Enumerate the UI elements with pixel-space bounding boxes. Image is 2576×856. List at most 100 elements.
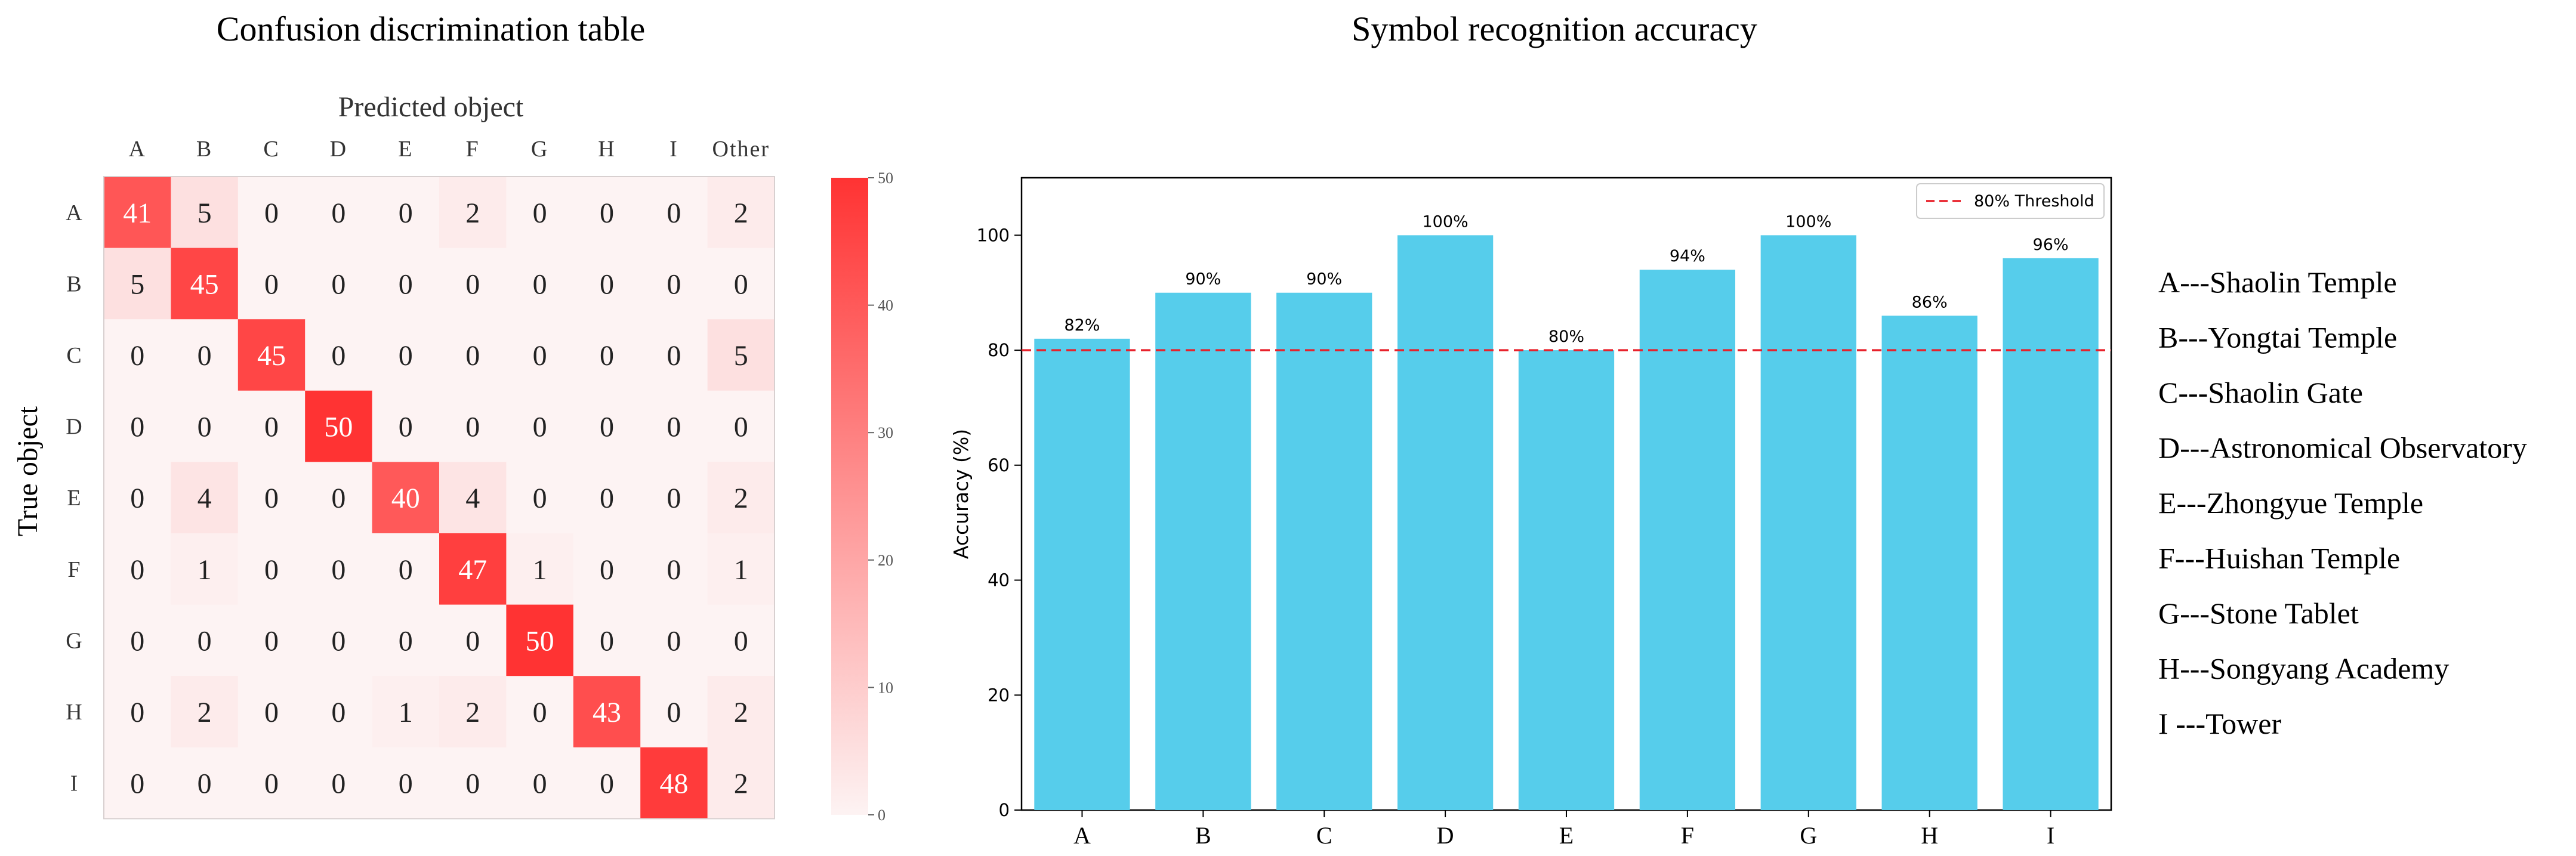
heatmap-cell	[171, 177, 239, 249]
bar-value-label: 100%	[1423, 212, 1469, 231]
key-item: D---Astronomical Observatory	[2158, 431, 2527, 465]
heatmap-y-tick-label: G	[66, 628, 82, 653]
heatmap-cell-label: 0	[667, 554, 681, 586]
heatmap-x-tick-label: D	[330, 137, 347, 162]
heatmap-cell	[573, 177, 641, 249]
heatmap-cell-label: 0	[130, 483, 144, 514]
key-item: A---Shaolin Temple	[2158, 265, 2397, 299]
heatmap-cell-label: 0	[667, 412, 681, 443]
heatmap-cell-label: 0	[667, 483, 681, 514]
heatmap-cell	[305, 604, 373, 676]
heatmap-cell	[640, 177, 708, 249]
heatmap-cell	[171, 747, 239, 819]
heatmap-cell-label: 0	[399, 412, 413, 443]
heatmap-cell	[707, 676, 775, 748]
heatmap-cell	[506, 248, 574, 320]
heatmap-cell-label: 0	[264, 554, 279, 586]
key-item: C---Shaolin Gate	[2158, 376, 2363, 409]
heatmap-cell	[439, 533, 507, 605]
heatmap-cell	[237, 462, 306, 534]
heatmap-cell-label: 2	[734, 697, 748, 728]
heatmap-cell-label: 0	[533, 697, 547, 728]
heatmap-cell	[372, 676, 440, 748]
heatmap-cell	[573, 390, 641, 462]
heatmap-cell	[573, 462, 641, 534]
bar	[1760, 235, 1856, 810]
heatmap-cell	[506, 319, 574, 391]
heatmap-cell-label: 5	[734, 340, 748, 372]
heatmap-cell	[707, 390, 775, 462]
heatmap-cell-label: 0	[465, 340, 480, 372]
bar-x-tick-label: E	[1559, 822, 1574, 849]
heatmap-cell-label: 0	[264, 697, 279, 728]
heatmap-cell	[439, 747, 507, 819]
heatmap-cell	[640, 319, 708, 391]
heatmap-cell-label: 2	[734, 768, 748, 800]
bar	[2003, 258, 2099, 811]
heatmap-cell-label: 0	[130, 412, 144, 443]
heatmap-cell-label: 0	[264, 412, 279, 443]
colorbar-scale	[831, 178, 868, 815]
heatmap-cell	[171, 676, 239, 748]
heatmap-cell-label: 0	[465, 268, 480, 300]
colorbar: 0 10 20 30 40 50	[831, 169, 893, 824]
heatmap-cell-label: 0	[533, 268, 547, 300]
legend-box	[1916, 183, 2105, 219]
heatmap-cell	[506, 604, 574, 676]
heatmap-cell-label: 0	[667, 625, 681, 657]
heatmap-cell-label: 0	[130, 554, 144, 586]
heatmap-cell	[573, 533, 641, 605]
heatmap-y-tick-label: E	[67, 486, 81, 511]
heatmap-cell-label: 0	[264, 625, 279, 657]
heatmap-cell-label: 0	[264, 483, 279, 514]
colorbar-tick-label: 0	[878, 806, 886, 824]
bar-value-label: 100%	[1785, 212, 1831, 231]
heatmap-cell-label: 0	[667, 268, 681, 300]
heatmap-cell	[640, 676, 708, 748]
bar-y-tick-label: 20	[988, 685, 1010, 705]
heatmap-y-tick-label: F	[67, 557, 80, 582]
key-item: E---Zhongyue Temple	[2158, 486, 2423, 520]
heatmap-x-tick-label: I	[670, 137, 678, 162]
heatmap-cell	[707, 747, 775, 819]
heatmap-cell	[104, 177, 171, 249]
heatmap-cell-label: 0	[331, 268, 345, 300]
heatmap-cell-label: 0	[331, 197, 345, 229]
heatmap-cell-label: 0	[600, 412, 614, 443]
bar-y-axis-label: Accuracy (%)	[949, 429, 973, 559]
bar-x-tick-label: I	[2047, 822, 2054, 849]
heatmap-cell	[237, 676, 306, 748]
heatmap-cell	[104, 319, 171, 391]
heatmap-cell	[707, 604, 775, 676]
heatmap-cell	[171, 390, 239, 462]
heatmap-cell	[104, 747, 171, 819]
bar-y-tick-label: 40	[988, 570, 1010, 591]
heatmap-x-tick-label: A	[128, 137, 146, 162]
heatmap-cell-label: 5	[198, 197, 212, 229]
heatmap-cell-label: 5	[130, 268, 144, 300]
heatmap-cell	[707, 248, 775, 320]
heatmap-cell-label: 43	[593, 697, 621, 728]
key-item: G---Stone Tablet	[2158, 597, 2359, 630]
heatmap-cell	[104, 390, 171, 462]
heatmap-cell	[573, 604, 641, 676]
bar-x-tick-label: D	[1437, 822, 1454, 849]
bar-x-tick-label: C	[1316, 822, 1332, 849]
heatmap-cell-label: 0	[264, 768, 279, 800]
bar-y-tick-label: 100	[977, 225, 1010, 245]
bar-value-label: 90%	[1185, 270, 1221, 289]
colorbar-tick-label: 20	[878, 552, 893, 569]
heatmap-cell-label: 0	[734, 625, 748, 657]
bar	[1518, 350, 1615, 810]
heatmap-cell	[237, 177, 306, 249]
heatmap-y-tick-label: A	[66, 200, 82, 225]
heatmap-cell-label: 0	[264, 197, 279, 229]
heatmap-cell-label: 0	[198, 625, 212, 657]
bar-value-label: 80%	[1548, 327, 1584, 346]
heatmap-cell	[439, 319, 507, 391]
heatmap-cell-label: 50	[324, 412, 353, 443]
heatmap-cell-label: 2	[198, 697, 212, 728]
heatmap-title: Confusion discrimination table	[217, 10, 645, 48]
bar-x-tick-label: G	[1800, 822, 1817, 849]
heatmap-cell-label: 0	[399, 625, 413, 657]
